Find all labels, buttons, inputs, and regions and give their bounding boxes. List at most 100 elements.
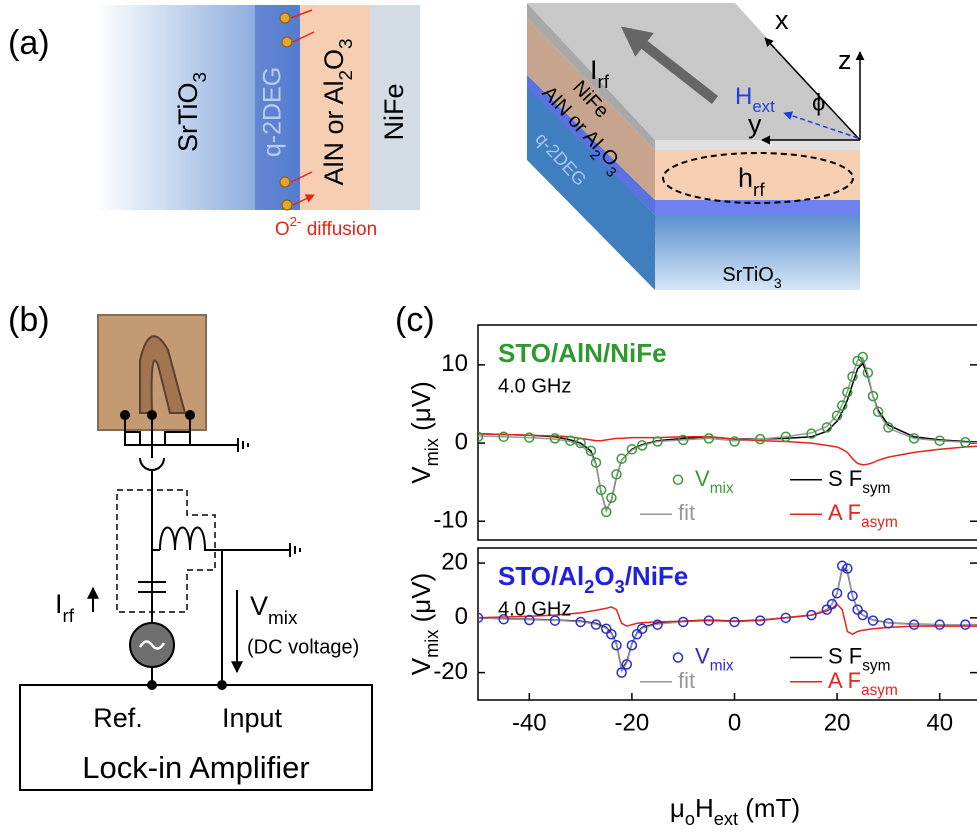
text-part: O xyxy=(275,219,290,240)
text-part: A F xyxy=(828,668,861,693)
text-part: SrTiO xyxy=(722,264,773,286)
annotation: 4.0 GHz xyxy=(498,375,571,397)
text-part: 2 xyxy=(584,577,594,597)
axis-z-label: z xyxy=(838,45,852,75)
x-axis-label: μoHext (mT) xyxy=(670,793,800,829)
ref-label: Ref. xyxy=(93,703,143,733)
text-part: 3 xyxy=(774,275,782,291)
text-part: asym xyxy=(861,514,898,531)
legend-label: fit xyxy=(678,668,695,693)
circuit xyxy=(20,315,372,790)
interface-label: q-2DEG xyxy=(259,67,287,157)
x-tick-label: 0 xyxy=(728,709,741,736)
text-part: A F xyxy=(828,500,861,525)
ion xyxy=(280,177,290,187)
legend-symbol xyxy=(674,475,683,484)
panel-label: (c) xyxy=(395,301,435,339)
angle-label: ϕ xyxy=(812,89,825,116)
device-3d: Irf x z y Hext ϕ hrf NiFe AlN or Al2O3 q… xyxy=(527,3,860,291)
voltage-note: (DC voltage) xyxy=(247,636,359,658)
text-part: (μV) xyxy=(406,573,436,630)
text-part: S F xyxy=(828,466,862,491)
chart-title: STO/AlN/NiFe xyxy=(498,338,667,368)
legend-label: A Fasym xyxy=(828,500,898,531)
text-part: h xyxy=(738,163,753,193)
text-part: 2- xyxy=(290,214,302,229)
text-part: ext xyxy=(714,809,738,829)
y-tick-label: 20 xyxy=(441,548,468,575)
chart-title: STO/Al2O3/NiFe xyxy=(498,561,688,597)
current-label: Irf xyxy=(55,589,75,626)
x-tick-label: -20 xyxy=(615,709,650,736)
y-tick-label: 10 xyxy=(441,350,468,377)
panel-label: (b) xyxy=(8,301,50,339)
text-part: fit xyxy=(678,668,695,693)
text-part: mix xyxy=(710,479,734,496)
legend-label: fit xyxy=(678,500,695,525)
text-part: o xyxy=(685,809,695,829)
y-tick-label: 0 xyxy=(455,428,468,455)
text-part: 3 xyxy=(190,72,211,83)
text-part: diffusion xyxy=(301,219,377,240)
magnet-label: NiFe xyxy=(379,83,409,140)
pad xyxy=(148,411,156,419)
text-part: mix xyxy=(422,438,442,466)
text-part: I xyxy=(55,589,63,619)
legend-label: Vmix xyxy=(695,643,734,674)
text-part: V xyxy=(695,643,710,668)
diffusion-label: O2- diffusion xyxy=(275,214,377,240)
axis-x-label: x xyxy=(775,5,789,35)
text-part: AlN or Al xyxy=(319,81,349,186)
pad xyxy=(121,411,129,419)
y-axis-label: Vmix (μV) xyxy=(406,381,442,484)
text-part: V xyxy=(406,466,436,484)
annotation: 4.0 GHz xyxy=(498,598,571,620)
text-part: V xyxy=(250,591,268,621)
legend-label: Vmix xyxy=(695,466,734,497)
legend-label: S Fsym xyxy=(828,466,890,497)
text-part: /NiFe xyxy=(625,561,689,591)
text-part: mix xyxy=(268,608,298,629)
pad xyxy=(186,411,194,419)
text-part: S F xyxy=(828,643,862,668)
y-tick-label: -20 xyxy=(433,658,468,685)
text-part: STO/Al xyxy=(498,561,584,591)
text-part: ext xyxy=(752,97,775,116)
text-part: (μV) xyxy=(406,381,436,438)
text-part: SrTiO xyxy=(173,83,203,153)
text-part: mix xyxy=(710,657,734,674)
y-tick-label: -10 xyxy=(433,507,468,534)
magnet-front xyxy=(655,140,860,150)
figure: (a) (b) (c) SrTiO3 q-2DEG AlN or Al2O3 N… xyxy=(0,0,977,839)
input-label: Input xyxy=(222,703,283,733)
text-part: H xyxy=(695,793,714,823)
legend-symbol xyxy=(674,653,683,662)
y-tick-label: 0 xyxy=(455,603,468,630)
ion xyxy=(280,13,290,23)
text-part: O xyxy=(594,561,614,591)
text-part: STO/AlN/NiFe xyxy=(498,338,667,368)
text-part: rf xyxy=(753,180,765,201)
ion xyxy=(282,200,292,210)
text-part: 3 xyxy=(615,577,625,597)
text-part: fit xyxy=(678,500,695,525)
data-point xyxy=(730,437,739,446)
text-part: 3 xyxy=(336,38,357,49)
ion xyxy=(282,37,292,47)
charts: -10010S FsymfitA FasymVmixSTO/AlN/NiFe4.… xyxy=(406,325,977,829)
page: {"panel_labels":{"a":"(a)","b":"(b)","c"… xyxy=(0,0,977,839)
text-part: rf xyxy=(63,606,75,627)
text-part: sym xyxy=(862,479,890,496)
voltage-label: Vmix xyxy=(250,591,298,628)
amplifier-label: Lock-in Amplifier xyxy=(82,750,309,785)
x-tick-label: 20 xyxy=(824,709,851,736)
text-part: rf xyxy=(598,72,610,93)
text-part: mix xyxy=(422,630,442,658)
text-part: asym xyxy=(861,681,898,698)
text-part: V xyxy=(695,466,710,491)
text-part: O xyxy=(319,49,349,70)
text-part: I xyxy=(590,55,598,85)
text-part: V xyxy=(406,657,436,675)
layer-stack: SrTiO3 q-2DEG AlN or Al2O3 NiFe O2- diff… xyxy=(95,5,420,240)
x-tick-label: 40 xyxy=(926,709,953,736)
